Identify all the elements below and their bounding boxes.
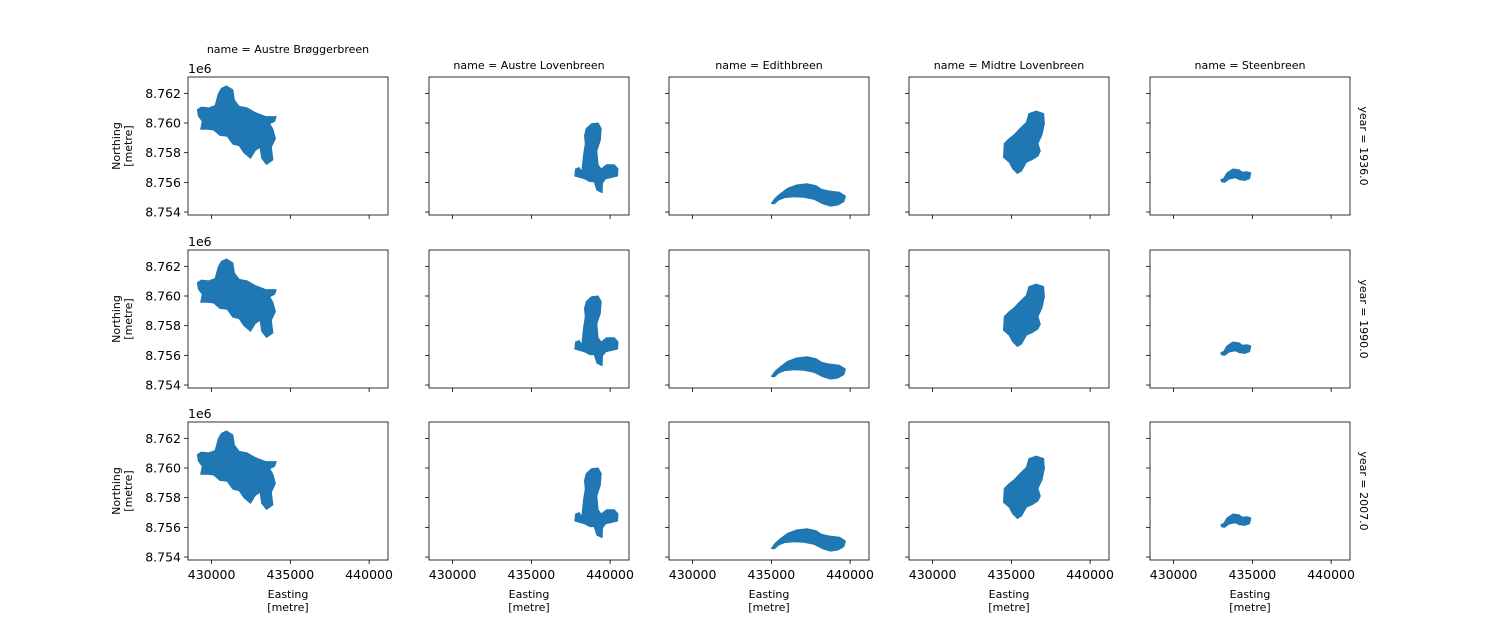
y-axis-label-line: [metre] [122,470,135,511]
y-axis-label: Northing[metre] [110,295,135,343]
y-tick-label: 8.760 [145,116,181,131]
x-tick-label: 435000 [748,567,796,582]
axes-frame [1149,249,1351,389]
axes-frame [428,76,630,216]
x-tick-label: 435000 [267,567,315,582]
x-axis-label: [metre] [748,601,789,614]
axes-frame [908,249,1110,389]
column-facet-title: name = Midtre Lovenbreen [934,59,1085,72]
y-axis-label-line: [metre] [122,298,135,339]
y-tick-label: 8.754 [145,550,181,565]
x-tick-label: 430000 [429,567,477,582]
y-axis-label-line: Northing [110,467,123,515]
y-tick-label: 8.762 [145,431,181,446]
x-tick-label: 440000 [826,567,874,582]
x-axis-label: Easting [749,588,790,601]
glacier-outline-austre-br-ggerbreen [196,85,277,165]
glacier-outline-austre-br-ggerbreen [196,430,277,510]
y-offset-label: 1e6 [188,406,212,421]
axes-frame [908,421,1110,561]
axes-frame [428,249,630,389]
axes-frame [187,421,389,561]
axes-frame [668,421,870,561]
y-axis-label-line: Northing [110,295,123,343]
y-offset-label: 1e6 [188,61,212,76]
axes-frame [1149,421,1351,561]
glacier-outline-steenbreen [1220,513,1252,528]
glacier-outline-austre-br-ggerbreen [196,258,277,338]
y-tick-label: 8.762 [145,259,181,274]
x-axis-label: [metre] [267,601,308,614]
glacier-outline-austre-lovenbreen [574,122,619,194]
glacier-outline-edithbreen [770,356,846,380]
axes-frame [668,76,870,216]
x-axis-label: [metre] [1229,601,1270,614]
y-axis-label: Northing[metre] [110,467,135,515]
glacier-outline-edithbreen [770,528,846,552]
y-tick-label: 8.760 [145,461,181,476]
y-offset-label: 1e6 [188,234,212,249]
x-axis-label: Easting [989,588,1030,601]
y-tick-label: 8.758 [145,318,181,333]
glacier-outline-steenbreen [1220,341,1252,356]
glacier-outline-midtre-lovenbreen [1003,110,1045,174]
row-facet-title: year = 1990.0 [1357,279,1370,358]
axes-frame [428,421,630,561]
y-tick-label: 8.756 [145,175,181,190]
axes-frame [1149,76,1351,216]
x-axis-label: [metre] [988,601,1029,614]
glacier-outline-steenbreen [1220,168,1252,183]
column-facet-title: name = Steenbreen [1195,59,1306,72]
glacier-outline-edithbreen [770,183,846,207]
y-tick-label: 8.762 [145,86,181,101]
glacier-outline-austre-lovenbreen [574,467,619,539]
axes-frame [187,76,389,216]
column-facet-title: name = Austre Lovenbreen [453,59,604,72]
y-tick-label: 8.756 [145,348,181,363]
y-tick-label: 8.754 [145,205,181,220]
x-tick-label: 430000 [909,567,957,582]
y-axis-label-line: Northing [110,122,123,170]
column-facet-title: name = Edithbreen [715,59,822,72]
y-tick-label: 8.760 [145,289,181,304]
x-tick-label: 440000 [586,567,634,582]
x-axis-label: Easting [1230,588,1271,601]
row-facet-title: year = 2007.0 [1357,451,1370,530]
glacier-outline-midtre-lovenbreen [1003,455,1045,519]
y-tick-label: 8.758 [145,490,181,505]
column-facet-title: name = Austre Brøggerbreen [207,43,369,56]
y-tick-label: 8.758 [145,145,181,160]
x-tick-label: 440000 [345,567,393,582]
y-tick-label: 8.756 [145,520,181,535]
row-facet-title: year = 1936.0 [1357,106,1370,185]
x-tick-label: 430000 [1150,567,1198,582]
y-tick-label: 8.754 [145,378,181,393]
x-axis-label: Easting [509,588,550,601]
x-tick-label: 440000 [1307,567,1355,582]
axes-frame [668,249,870,389]
x-axis-label: [metre] [508,601,549,614]
y-axis-label-line: [metre] [122,125,135,166]
axes-frame [187,249,389,389]
axes-frame [908,76,1110,216]
x-tick-label: 440000 [1066,567,1114,582]
x-tick-label: 435000 [988,567,1036,582]
y-axis-label: Northing[metre] [110,122,135,170]
glacier-outline-austre-lovenbreen [574,295,619,367]
x-tick-label: 435000 [1229,567,1277,582]
x-axis-label: Easting [268,588,309,601]
glacier-outline-midtre-lovenbreen [1003,283,1045,347]
x-tick-label: 430000 [669,567,717,582]
x-tick-label: 430000 [188,567,236,582]
x-tick-label: 435000 [508,567,556,582]
